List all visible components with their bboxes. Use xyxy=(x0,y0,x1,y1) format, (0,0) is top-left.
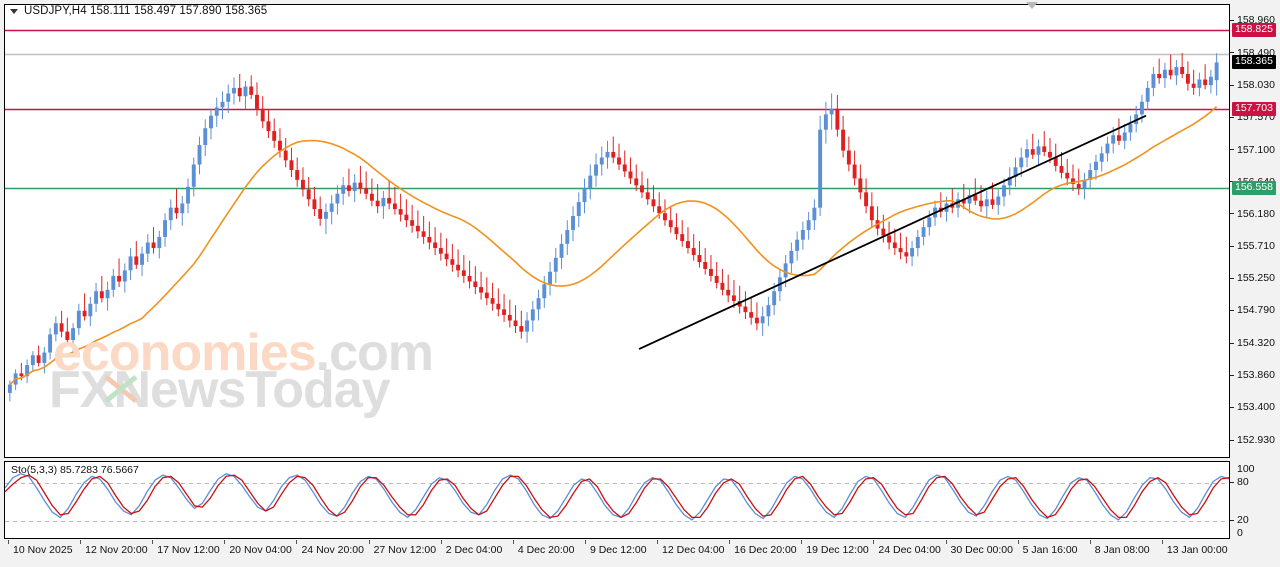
time-axis-tick xyxy=(873,540,875,544)
time-axis-tick xyxy=(945,540,947,544)
price-axis-tick: 152.930 xyxy=(1230,434,1275,446)
time-axis-label: 24 Dec 04:00 xyxy=(878,544,941,556)
price-badge-price: 158.365 xyxy=(1232,55,1276,70)
triangle-down-icon[interactable] xyxy=(10,8,18,14)
chart-shift-marker-icon[interactable] xyxy=(1026,2,1038,9)
time-axis-label: 17 Nov 12:00 xyxy=(157,544,220,556)
time-axis-label: 30 Dec 00:00 xyxy=(950,544,1013,556)
time-axis-tick xyxy=(1089,540,1091,544)
time-axis-label: 5 Jan 16:00 xyxy=(1022,544,1078,556)
price-axis-tick: 157.570 xyxy=(1230,111,1275,123)
price-chart-panel[interactable]: economies.com FXNewsToday xyxy=(4,4,1230,458)
price-axis-tick: 155.250 xyxy=(1230,273,1275,284)
price-badge-resistance: 157.703 xyxy=(1232,101,1276,116)
time-axis-label: 19 Dec 12:00 xyxy=(806,544,869,556)
time-axis-tick xyxy=(584,540,586,544)
time-axis-tick xyxy=(224,540,226,544)
price-axis-tick: 154.320 xyxy=(1230,338,1275,349)
stochastic-series-svg xyxy=(5,473,1229,522)
time-axis-label: 13 Jan 00:00 xyxy=(1166,544,1228,556)
symbol-header: USDJPY,H4 158.111 158.497 157.890 158.36… xyxy=(10,5,267,17)
price-axis-tick: 158.490 xyxy=(1230,47,1275,59)
stochastic-axis-tick: 80 xyxy=(1230,476,1249,488)
time-axis-tick xyxy=(368,540,370,544)
price-axis-tick: 157.100 xyxy=(1230,144,1275,156)
price-series-svg xyxy=(5,29,1229,402)
price-axis-tick: 154.790 xyxy=(1230,305,1275,316)
time-axis-tick xyxy=(440,540,442,544)
price-axis-tick: 158.030 xyxy=(1230,79,1275,91)
price-plot-area[interactable] xyxy=(5,5,1229,457)
stochastic-label: Sto(5,3,3) 85.7283 76.5667 xyxy=(11,464,139,476)
price-badge-resistance: 158.825 xyxy=(1232,23,1276,38)
time-axis-tick xyxy=(152,540,154,544)
time-axis-tick xyxy=(729,540,731,544)
time-axis-label: 24 Nov 20:00 xyxy=(301,544,364,556)
stochastic-axis-tick: 20 xyxy=(1230,515,1249,526)
time-axis-tick xyxy=(657,540,659,544)
time-axis-label: 8 Jan 08:00 xyxy=(1094,544,1150,556)
price-axis-tick: 156.180 xyxy=(1230,208,1275,220)
time-axis[interactable]: 10 Nov 2025 12 Nov 20:00 17 Nov 12:00 20 No… xyxy=(4,540,1230,564)
price-axis-tick: 153.860 xyxy=(1230,370,1275,381)
price-badge-support: 156.558 xyxy=(1232,181,1276,196)
time-axis-tick xyxy=(1161,540,1163,544)
time-axis-label: 2 Dec 04:00 xyxy=(445,544,503,556)
time-axis-tick xyxy=(296,540,298,544)
stochastic-axis: 100 80 20 0 xyxy=(1230,461,1280,539)
stochastic-panel[interactable]: Sto(5,3,3) 85.7283 76.5667 xyxy=(4,461,1230,539)
time-axis-label: 4 Dec 20:00 xyxy=(517,544,575,556)
time-axis-tick xyxy=(801,540,803,544)
price-axis[interactable]: 158.960158.490158.030157.570157.100156.6… xyxy=(1230,4,1280,458)
time-axis-label: 16 Dec 20:00 xyxy=(734,544,797,556)
stochastic-axis-tick: 100 xyxy=(1237,463,1255,475)
time-axis-label: 10 Nov 2025 xyxy=(13,544,73,556)
time-axis-tick xyxy=(1017,540,1019,544)
time-axis-tick xyxy=(80,540,82,544)
time-axis-label: 12 Nov 20:00 xyxy=(85,544,148,556)
stochastic-plot-area[interactable] xyxy=(5,462,1229,538)
time-axis-label: 12 Dec 04:00 xyxy=(662,544,725,556)
watermark-x-icon xyxy=(104,375,138,403)
time-axis-label: 9 Dec 12:00 xyxy=(589,544,647,556)
time-axis-label: 27 Nov 12:00 xyxy=(373,544,437,556)
time-axis-label: 20 Nov 04:00 xyxy=(229,544,292,556)
stochastic-axis-tick: 0 xyxy=(1237,527,1243,539)
symbol-header-text: USDJPY,H4 158.111 158.497 157.890 158.36… xyxy=(24,5,268,17)
price-axis-tick: 153.400 xyxy=(1230,402,1275,413)
time-axis-tick xyxy=(512,540,514,544)
price-axis-tick: 155.710 xyxy=(1230,241,1275,252)
price-axis-tick: 158.960 xyxy=(1230,15,1275,26)
time-axis-tick xyxy=(8,540,9,544)
